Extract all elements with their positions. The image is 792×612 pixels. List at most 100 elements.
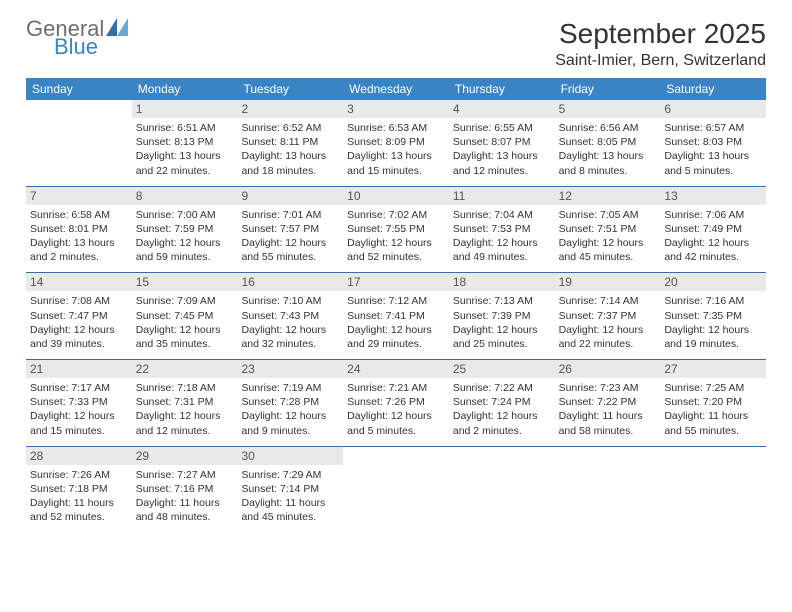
daylight-line: Daylight: 13 hours and 15 minutes. <box>347 149 445 177</box>
day-header: Monday <box>132 78 238 100</box>
day-info: Sunrise: 7:09 AMSunset: 7:45 PMDaylight:… <box>136 294 234 351</box>
day-cell: 8Sunrise: 7:00 AMSunset: 7:59 PMDaylight… <box>132 187 238 273</box>
sunset-line: Sunset: 8:09 PM <box>347 135 445 149</box>
daylight-line: Daylight: 12 hours and 12 minutes. <box>136 409 234 437</box>
sunrise-line: Sunrise: 7:22 AM <box>453 381 551 395</box>
sunrise-line: Sunrise: 7:13 AM <box>453 294 551 308</box>
week-row: 28Sunrise: 7:26 AMSunset: 7:18 PMDayligh… <box>26 447 766 533</box>
sunrise-line: Sunrise: 7:23 AM <box>559 381 657 395</box>
day-number: 6 <box>660 100 766 118</box>
daylight-line: Daylight: 13 hours and 8 minutes. <box>559 149 657 177</box>
day-cell: 2Sunrise: 6:52 AMSunset: 8:11 PMDaylight… <box>237 100 343 186</box>
day-number: 14 <box>26 273 132 291</box>
daylight-line: Daylight: 11 hours and 48 minutes. <box>136 496 234 524</box>
day-number: 1 <box>132 100 238 118</box>
sunrise-line: Sunrise: 7:29 AM <box>241 468 339 482</box>
day-number: 4 <box>449 100 555 118</box>
sunrise-line: Sunrise: 7:16 AM <box>664 294 762 308</box>
daylight-line: Daylight: 12 hours and 29 minutes. <box>347 323 445 351</box>
sunset-line: Sunset: 8:05 PM <box>559 135 657 149</box>
day-number: 16 <box>237 273 343 291</box>
sunrise-line: Sunrise: 7:10 AM <box>241 294 339 308</box>
day-info: Sunrise: 7:16 AMSunset: 7:35 PMDaylight:… <box>664 294 762 351</box>
day-cell <box>555 447 661 533</box>
day-cell: 24Sunrise: 7:21 AMSunset: 7:26 PMDayligh… <box>343 360 449 446</box>
sunrise-line: Sunrise: 7:12 AM <box>347 294 445 308</box>
day-info: Sunrise: 7:22 AMSunset: 7:24 PMDaylight:… <box>453 381 551 438</box>
day-cell: 26 Sunrise: 7:23 AMSunset: 7:22 PMDayligh… <box>555 360 661 446</box>
day-cell: 22Sunrise: 7:18 AMSunset: 7:31 PMDayligh… <box>132 360 238 446</box>
daylight-line: Daylight: 12 hours and 5 minutes. <box>347 409 445 437</box>
title-block: September 2025 Saint-Imier, Bern, Switze… <box>555 18 766 70</box>
day-info: Sunrise: 7:04 AMSunset: 7:53 PMDaylight:… <box>453 208 551 265</box>
sunrise-line: Sunrise: 7:08 AM <box>30 294 128 308</box>
day-info: Sunrise: 7:10 AMSunset: 7:43 PMDaylight:… <box>241 294 339 351</box>
day-cell <box>660 447 766 533</box>
daylight-line: Daylight: 12 hours and 55 minutes. <box>241 236 339 264</box>
sunset-line: Sunset: 7:49 PM <box>664 222 762 236</box>
day-cell: 11Sunrise: 7:04 AMSunset: 7:53 PMDayligh… <box>449 187 555 273</box>
sunrise-line: Sunrise: 7:18 AM <box>136 381 234 395</box>
sunrise-line: Sunrise: 6:56 AM <box>559 121 657 135</box>
sunrise-line: Sunrise: 6:57 AM <box>664 121 762 135</box>
sunrise-line: Sunrise: 7:04 AM <box>453 208 551 222</box>
sunset-line: Sunset: 7:47 PM <box>30 309 128 323</box>
sunset-line: Sunset: 8:01 PM <box>30 222 128 236</box>
day-cell: 18Sunrise: 7:13 AMSunset: 7:39 PMDayligh… <box>449 273 555 359</box>
day-cell: 1Sunrise: 6:51 AMSunset: 8:13 PMDaylight… <box>132 100 238 186</box>
daylight-line: Daylight: 13 hours and 18 minutes. <box>241 149 339 177</box>
day-cell: 23Sunrise: 7:19 AMSunset: 7:28 PMDayligh… <box>237 360 343 446</box>
daylight-line: Daylight: 12 hours and 45 minutes. <box>559 236 657 264</box>
day-info: Sunrise: 7:29 AMSunset: 7:14 PMDaylight:… <box>241 468 339 525</box>
sunrise-line: Sunrise: 7:05 AM <box>559 208 657 222</box>
sunset-line: Sunset: 7:31 PM <box>136 395 234 409</box>
brand-word2: Blue <box>54 36 128 58</box>
daylight-line: Daylight: 11 hours and 45 minutes. <box>241 496 339 524</box>
sunrise-line: Sunrise: 6:52 AM <box>241 121 339 135</box>
day-cell: 16 Sunrise: 7:10 AMSunset: 7:43 PMDayligh… <box>237 273 343 359</box>
week-row: 7Sunrise: 6:58 AMSunset: 8:01 PMDaylight… <box>26 187 766 274</box>
week-row: 1 Sunrise: 6:51 AMSunset: 8:13 PM Daylight… <box>26 100 766 187</box>
sunset-line: Sunset: 8:07 PM <box>453 135 551 149</box>
sunrise-line: Sunrise: 6:53 AM <box>347 121 445 135</box>
sunset-line: Sunset: 8:13 PM <box>136 135 234 149</box>
day-header: Saturday <box>660 78 766 100</box>
day-number: 5 <box>555 100 661 118</box>
day-info: Sunrise: 7:00 AMSunset: 7:59 PMDaylight:… <box>136 208 234 265</box>
sunset-line: Sunset: 8:03 PM <box>664 135 762 149</box>
day-number: 23 <box>237 360 343 378</box>
day-number: 19 <box>555 273 661 291</box>
day-cell: 30 Sunrise: 7:29 AMSunset: 7:14 PMDayligh… <box>237 447 343 533</box>
day-cell: 3Sunrise: 6:53 AMSunset: 8:09 PMDaylight… <box>343 100 449 186</box>
daylight-line: Daylight: 12 hours and 42 minutes. <box>664 236 762 264</box>
day-number: 29 <box>132 447 238 465</box>
day-info: Sunrise: 7:02 AMSunset: 7:55 PMDaylight:… <box>347 208 445 265</box>
sunset-line: Sunset: 7:20 PM <box>664 395 762 409</box>
day-info: Sunrise: 7:14 AMSunset: 7:37 PMDaylight:… <box>559 294 657 351</box>
day-header: Sunday <box>26 78 132 100</box>
day-number: 26 <box>555 360 661 378</box>
sunset-line: Sunset: 7:22 PM <box>559 395 657 409</box>
daylight-line: Daylight: 12 hours and 9 minutes. <box>241 409 339 437</box>
day-info: Sunrise: 7:12 AMSunset: 7:41 PMDaylight:… <box>347 294 445 351</box>
day-cell: 7Sunrise: 6:58 AMSunset: 8:01 PMDaylight… <box>26 187 132 273</box>
sunset-line: Sunset: 7:28 PM <box>241 395 339 409</box>
day-cell: 10 Sunrise: 7:02 AMSunset: 7:55 PMDayligh… <box>343 187 449 273</box>
day-cell: 19 Sunrise: 7:14 AMSunset: 7:37 PMDayligh… <box>555 273 661 359</box>
day-header: Tuesday <box>237 78 343 100</box>
day-cell: 17Sunrise: 7:12 AMSunset: 7:41 PMDayligh… <box>343 273 449 359</box>
sunrise-line: Sunrise: 7:06 AM <box>664 208 762 222</box>
sunrise-line: Sunrise: 7:02 AM <box>347 208 445 222</box>
daylight-line: Daylight: 11 hours and 58 minutes. <box>559 409 657 437</box>
day-info: Sunrise: 7:23 AMSunset: 7:22 PMDaylight:… <box>559 381 657 438</box>
sunrise-line: Sunrise: 6:55 AM <box>453 121 551 135</box>
day-number: 10 <box>343 187 449 205</box>
day-info: Sunrise: 7:01 AMSunset: 7:57 PMDaylight:… <box>241 208 339 265</box>
day-number: 30 <box>237 447 343 465</box>
day-number: 27 <box>660 360 766 378</box>
sunrise-line: Sunrise: 6:51 AM <box>136 121 234 135</box>
day-header: Wednesday <box>343 78 449 100</box>
week-row: 21Sunrise: 7:17 AMSunset: 7:33 PMDayligh… <box>26 360 766 447</box>
day-cell: 4Sunrise: 6:55 AMSunset: 8:07 PMDaylight… <box>449 100 555 186</box>
sunset-line: Sunset: 7:24 PM <box>453 395 551 409</box>
